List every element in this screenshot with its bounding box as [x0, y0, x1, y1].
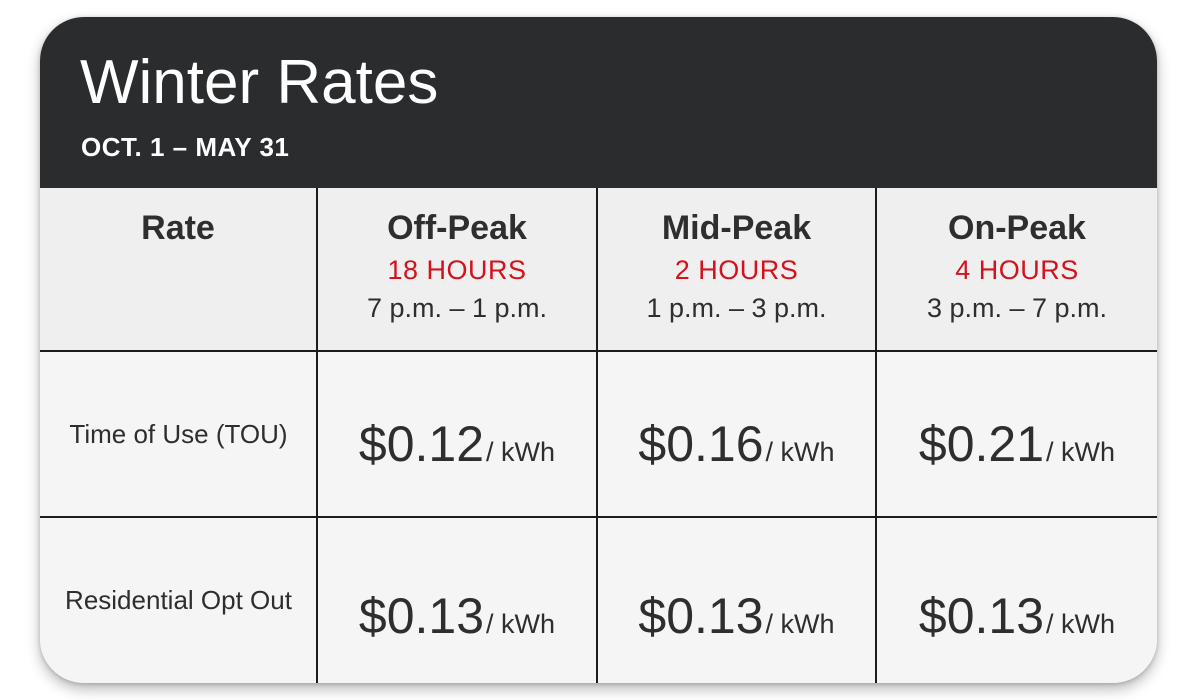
row-divider [40, 350, 1157, 352]
column-hours: 2 HOURS [674, 255, 799, 285]
column-hours: 18 HOURS [387, 255, 527, 285]
price-cell: $0.13 / kWh [598, 586, 875, 646]
page-title: Winter Rates [80, 48, 439, 117]
price-cell: $0.21 / kWh [877, 414, 1157, 474]
column-header-on-peak: On-Peak 4 HOURS 3 p.m. – 7 p.m. [877, 206, 1157, 326]
column-divider [316, 188, 318, 683]
price-cell: $0.13 / kWh [877, 586, 1157, 646]
price-unit: / kWh [1046, 609, 1116, 639]
row-label-opt-out: Residential Opt Out [65, 585, 292, 615]
column-hours: 4 HOURS [955, 255, 1079, 285]
table-row [40, 352, 1157, 516]
price-value: $0.13 [638, 588, 764, 644]
column-divider [875, 188, 877, 683]
column-name: On-Peak [948, 209, 1086, 247]
table-row [40, 518, 1157, 683]
date-range-subtitle: OCT. 1 – MAY 31 [81, 132, 290, 162]
column-header-mid-peak: Mid-Peak 2 HOURS 1 p.m. – 3 p.m. [598, 206, 875, 326]
column-time-range: 1 p.m. – 3 p.m. [646, 293, 827, 323]
price-cell: $0.16 / kWh [598, 414, 875, 474]
rate-header-cell: Rate [40, 206, 316, 250]
price-value: $0.12 [358, 416, 485, 472]
column-header-off-peak: Off-Peak 18 HOURS 7 p.m. – 1 p.m. [318, 206, 596, 326]
price-unit: / kWh [1046, 437, 1116, 467]
column-name: Off-Peak [387, 209, 527, 247]
price-value: $0.16 [638, 416, 764, 472]
price-cell: $0.12 / kWh [318, 414, 596, 474]
rates-table: Rate Off-Peak 18 HOURS 7 p.m. – 1 p.m. M… [40, 188, 1157, 683]
card-header: Winter Rates OCT. 1 – MAY 31 [40, 17, 1157, 188]
price-unit: / kWh [486, 609, 556, 639]
table-header-row [40, 188, 1157, 350]
row-divider [40, 516, 1157, 518]
price-value: $0.13 [918, 588, 1045, 644]
rate-header-label: Rate [141, 209, 215, 247]
row-label-tou: Time of Use (TOU) [69, 418, 288, 449]
price-unit: / kWh [765, 437, 835, 467]
column-divider [596, 188, 598, 683]
price-value: $0.21 [918, 416, 1045, 472]
column-time-range: 7 p.m. – 1 p.m. [366, 293, 548, 323]
price-cell: $0.13 / kWh [318, 586, 596, 646]
winter-rates-card: Winter Rates OCT. 1 – MAY 31 Rate Off-Pe… [40, 17, 1157, 683]
price-value: $0.13 [358, 588, 485, 644]
price-unit: / kWh [765, 609, 835, 639]
column-name: Mid-Peak [661, 209, 812, 247]
column-time-range: 3 p.m. – 7 p.m. [926, 293, 1108, 323]
price-unit: / kWh [486, 437, 556, 467]
